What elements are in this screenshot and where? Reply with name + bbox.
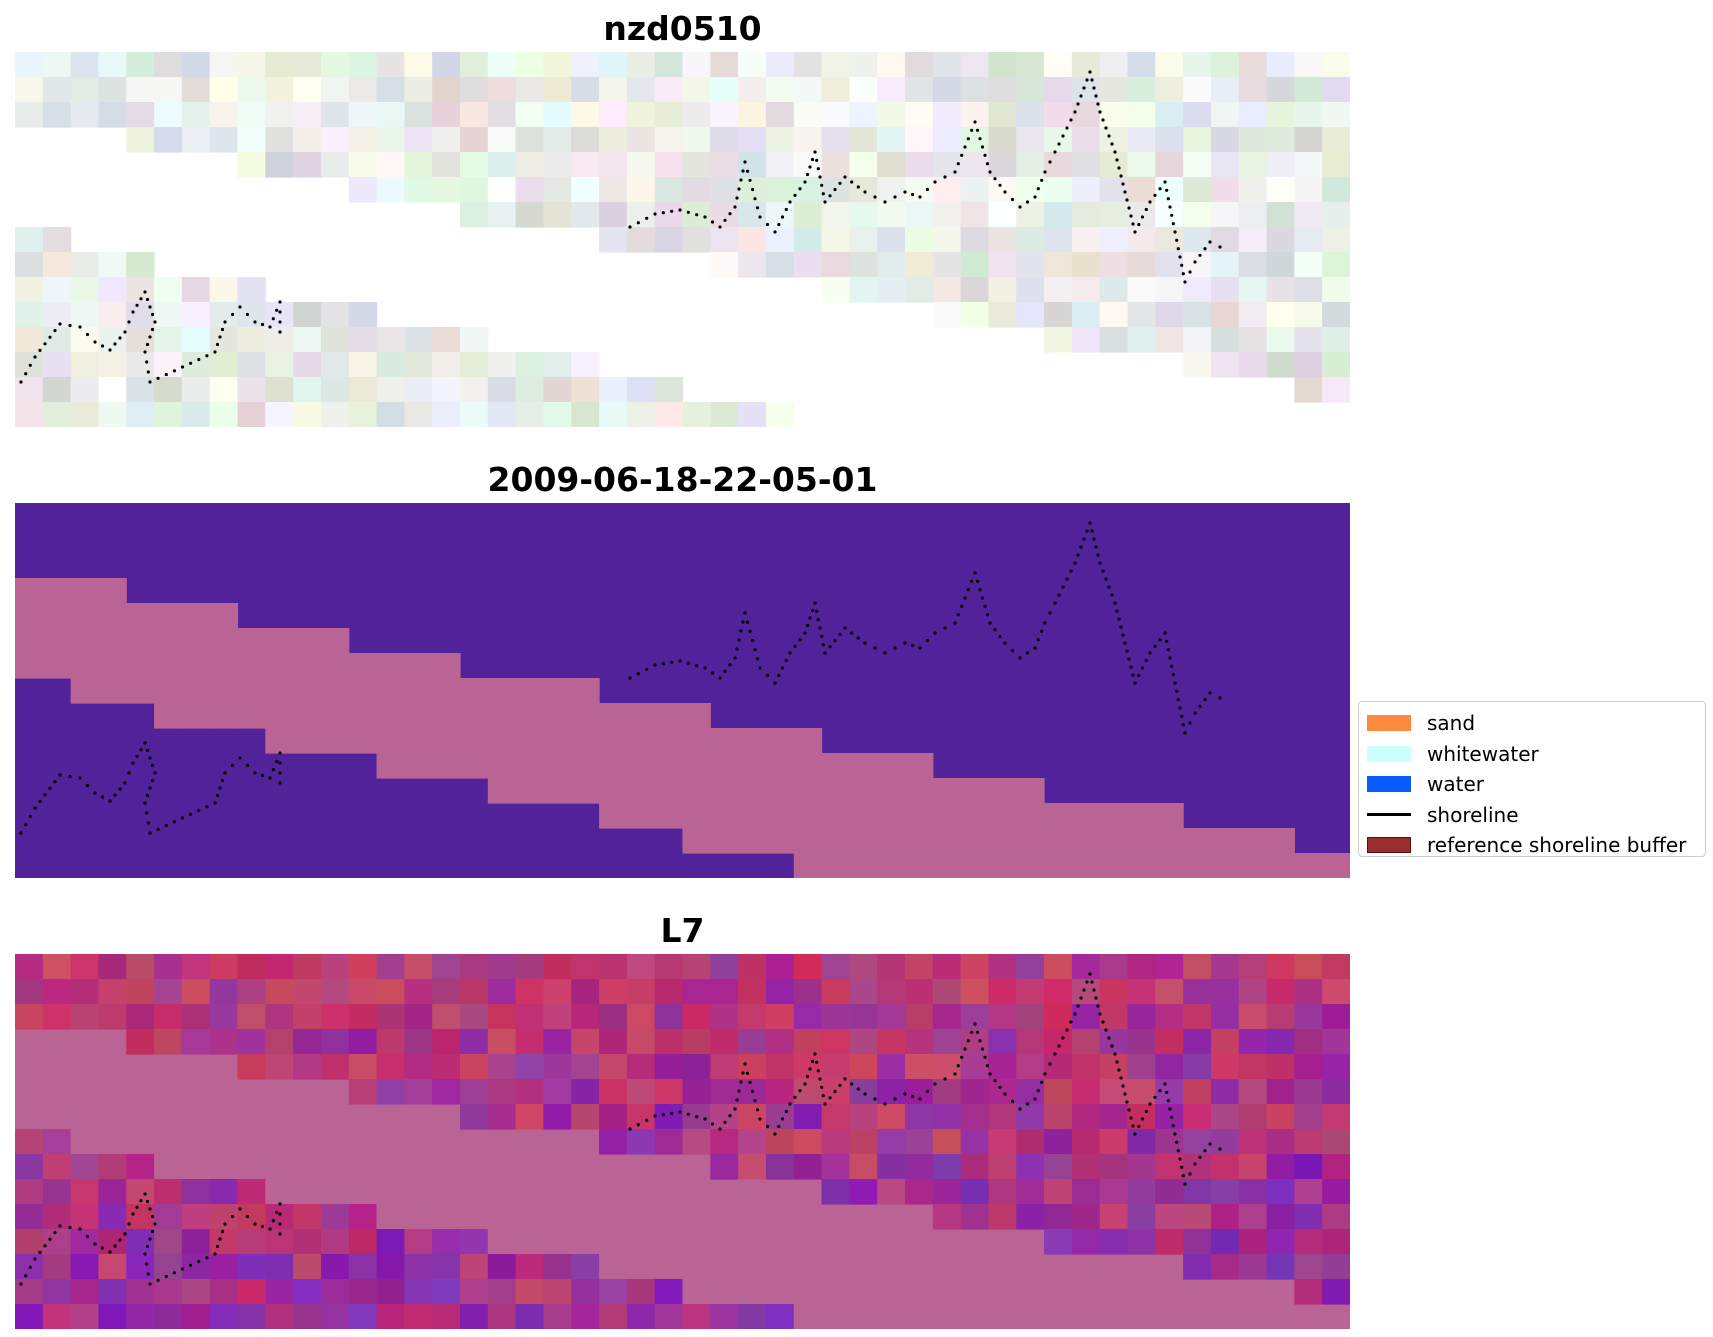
legend-label-reference-buffer: reference shoreline buffer <box>1427 833 1687 858</box>
legend-label-whitewater: whitewater <box>1427 741 1539 766</box>
panel-1-pixels <box>15 52 1350 427</box>
legend-swatch-sand <box>1367 715 1411 732</box>
legend: sand whitewater water shoreline referenc… <box>1358 701 1706 857</box>
legend-item-whitewater: whitewater <box>1367 739 1697 770</box>
legend-line-shoreline <box>1367 813 1411 817</box>
panel-2-image <box>15 503 1350 878</box>
legend-swatch-reference-buffer <box>1367 837 1411 854</box>
panel-3-shoreline <box>19 972 1222 1286</box>
panel-2-pixels <box>15 503 1350 878</box>
legend-item-water: water <box>1367 769 1697 800</box>
panel-3-image <box>15 954 1350 1329</box>
panel-2-title: 2009-06-18-22-05-01 <box>487 460 878 499</box>
legend-item-sand: sand <box>1367 708 1697 739</box>
panel-1-shoreline <box>19 70 1222 384</box>
legend-label-shoreline: shoreline <box>1427 802 1519 827</box>
legend-label-water: water <box>1427 772 1484 797</box>
legend-label-sand: sand <box>1427 711 1476 736</box>
panel-1-image <box>15 52 1350 427</box>
legend-item-reference-buffer: reference shoreline buffer <box>1367 830 1697 861</box>
panel-3-title: L7 <box>660 911 705 950</box>
legend-swatch-water <box>1367 776 1411 793</box>
panel-3-pixels <box>15 954 1350 1329</box>
panel-2-shoreline <box>19 521 1222 835</box>
panel-1-title: nzd0510 <box>603 9 762 48</box>
legend-item-shoreline: shoreline <box>1367 800 1697 831</box>
legend-swatch-whitewater <box>1367 745 1411 762</box>
